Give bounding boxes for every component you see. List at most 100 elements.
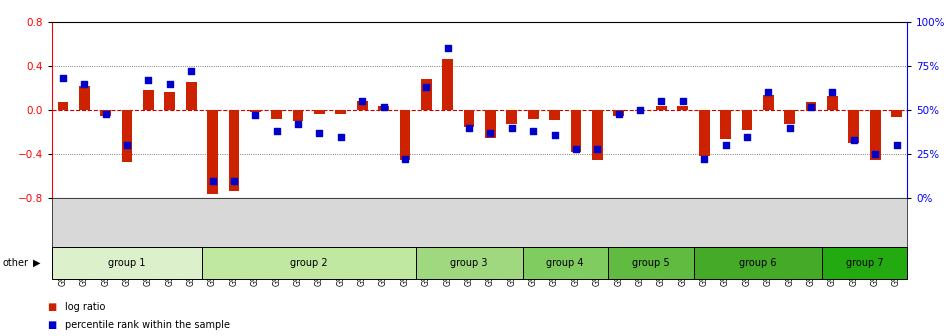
Point	[462, 125, 477, 130]
Point	[611, 111, 626, 116]
Bar	[421, 79, 431, 110]
Text: log ratio: log ratio	[65, 302, 104, 312]
Bar	[58, 102, 68, 110]
Bar	[506, 110, 517, 124]
Point	[291, 122, 306, 127]
Point	[354, 98, 370, 104]
Bar	[293, 110, 303, 121]
Bar	[443, 59, 453, 110]
Point	[419, 84, 434, 90]
Point	[55, 76, 70, 81]
Bar	[416, 247, 523, 279]
Bar	[848, 110, 859, 143]
Bar	[699, 110, 710, 156]
Bar	[870, 110, 881, 160]
Bar	[785, 110, 795, 124]
Point	[183, 69, 199, 74]
Bar	[79, 86, 89, 110]
Bar	[827, 96, 838, 110]
Bar	[763, 95, 773, 110]
Bar	[335, 110, 346, 115]
Bar	[522, 247, 608, 279]
Point	[376, 104, 391, 109]
Bar	[806, 102, 816, 110]
Bar	[52, 247, 201, 279]
Text: group 4: group 4	[546, 258, 584, 268]
Bar	[464, 110, 474, 127]
Bar	[143, 90, 154, 110]
Bar	[694, 247, 822, 279]
Bar	[592, 110, 602, 160]
Point	[889, 142, 904, 148]
Point	[804, 104, 819, 109]
Point	[77, 81, 92, 86]
Point	[333, 134, 349, 139]
Bar	[635, 110, 645, 111]
Text: group 1: group 1	[108, 258, 145, 268]
Point	[312, 130, 327, 136]
Point	[846, 137, 862, 143]
Bar	[314, 110, 325, 115]
Point	[782, 125, 797, 130]
Point	[440, 46, 455, 51]
Bar	[720, 110, 731, 139]
Bar	[101, 110, 111, 116]
Point	[761, 90, 776, 95]
Bar	[357, 101, 368, 110]
Point	[397, 157, 412, 162]
Bar	[250, 110, 260, 112]
Bar	[614, 110, 624, 116]
Text: ■: ■	[48, 320, 57, 330]
Bar	[608, 247, 694, 279]
Point	[120, 142, 135, 148]
Text: group 2: group 2	[290, 258, 328, 268]
Bar	[891, 110, 902, 117]
Bar	[677, 106, 688, 110]
Text: group 6: group 6	[739, 258, 776, 268]
Bar	[201, 247, 416, 279]
Bar	[400, 110, 410, 160]
Point	[205, 178, 220, 183]
Point	[590, 146, 605, 152]
Point	[248, 113, 263, 118]
Point	[547, 132, 562, 137]
Bar	[549, 110, 560, 120]
Bar	[122, 110, 132, 162]
Point	[739, 134, 754, 139]
Point	[633, 108, 648, 113]
Bar	[378, 106, 389, 110]
Bar	[571, 110, 581, 152]
Bar	[229, 110, 239, 191]
Text: other: other	[3, 258, 28, 268]
Bar	[272, 110, 282, 119]
Bar	[485, 110, 496, 138]
Bar	[186, 82, 197, 110]
Bar	[822, 247, 907, 279]
Point	[867, 152, 883, 157]
Point	[696, 157, 712, 162]
Text: ■: ■	[48, 302, 57, 312]
Point	[504, 125, 520, 130]
Bar	[207, 110, 218, 194]
Point	[98, 111, 113, 116]
Point	[675, 98, 691, 104]
Bar	[742, 110, 752, 130]
Bar	[528, 110, 539, 119]
Point	[226, 178, 241, 183]
Point	[483, 130, 498, 136]
Point	[718, 142, 733, 148]
Bar	[656, 106, 667, 110]
Text: group 7: group 7	[846, 258, 884, 268]
Point	[654, 98, 669, 104]
Point	[525, 129, 541, 134]
Bar	[164, 92, 175, 110]
Text: ▶: ▶	[33, 258, 41, 268]
Point	[162, 81, 178, 86]
Point	[825, 90, 840, 95]
Point	[269, 129, 284, 134]
Point	[568, 146, 583, 152]
Text: group 5: group 5	[632, 258, 670, 268]
Text: group 3: group 3	[450, 258, 487, 268]
Point	[141, 77, 156, 83]
Text: percentile rank within the sample: percentile rank within the sample	[65, 320, 230, 330]
